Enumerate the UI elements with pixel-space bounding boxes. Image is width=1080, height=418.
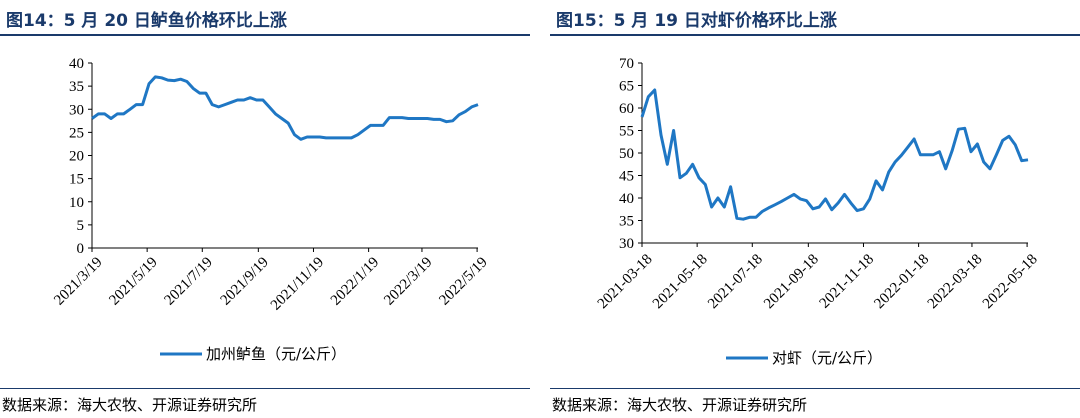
x-tick-label: 2021/9/19 xyxy=(218,254,272,308)
sea-bass-price-chart: 0 5 10 15 20 25 30 35 40 2021/3/19 2021/5/19 2021/7… xyxy=(51,56,490,363)
y-tick-label: 50 xyxy=(619,146,634,162)
source-divider xyxy=(0,388,530,389)
chart-panel-shrimp: 图15：5 月 19 日对虾价格环比上涨 30 35 40 45 50 55 60 65 70 2… xyxy=(550,0,1080,418)
title-divider xyxy=(0,34,530,36)
chart-panel-sea-bass: 图14：5 月 20 日鲈鱼价格环比上涨 0 5 10 15 20 25 30 35 40 202… xyxy=(0,0,530,418)
x-tick-label: 2021/5/19 xyxy=(106,254,160,308)
legend-label: 加州鲈鱼（元/公斤） xyxy=(206,345,346,363)
chart-title: 图15：5 月 19 日对虾价格环比上涨 xyxy=(556,11,837,31)
source-divider xyxy=(550,388,1080,389)
y-tick-label: 10 xyxy=(69,195,84,211)
x-tick-label: 2021/7/19 xyxy=(162,254,216,308)
title-divider xyxy=(550,34,1080,36)
chart-source-note: 数据来源：海大农牧、开源证券研究所 xyxy=(2,396,258,414)
y-tick-label: 30 xyxy=(69,102,84,118)
series-line xyxy=(91,75,479,141)
y-tick-label: 40 xyxy=(69,56,84,72)
x-tick-label: 2021-07-18 xyxy=(705,251,766,312)
y-tick-label: 30 xyxy=(619,236,634,252)
x-tick-label: 2021-05-18 xyxy=(650,251,711,312)
y-tick-label: 70 xyxy=(619,56,634,72)
x-tick-label: 2022/5/19 xyxy=(436,254,490,308)
x-tick-label: 2022/3/19 xyxy=(381,254,435,308)
x-tick-label: 2022-01-18 xyxy=(871,251,932,312)
y-tick-label: 55 xyxy=(619,124,634,140)
legend-label: 对虾（元/公斤） xyxy=(772,349,882,367)
x-tick-label: 2022-05-18 xyxy=(980,251,1041,312)
series-line xyxy=(640,88,1029,221)
chart-source-note: 数据来源：海大农牧、开源证券研究所 xyxy=(552,396,808,414)
y-tick-label: 35 xyxy=(619,214,634,230)
y-tick-label: 35 xyxy=(69,79,84,95)
x-tick-label: 2022/1/19 xyxy=(328,254,382,308)
y-tick-label: 0 xyxy=(77,241,85,257)
y-tick-label: 5 xyxy=(77,218,85,234)
x-tick-label: 2022-03-18 xyxy=(925,251,986,312)
y-tick-label: 20 xyxy=(69,149,84,165)
x-tick-label: 2021/11/19 xyxy=(268,254,327,313)
x-tick-label: 2021-09-18 xyxy=(761,251,822,312)
shrimp-price-chart: 3035404550556065702021-03-182021-05-1820… xyxy=(595,56,1041,367)
x-tick-label: 2021-03-18 xyxy=(595,251,656,312)
y-tick-label: 40 xyxy=(619,191,634,207)
y-tick-label: 60 xyxy=(619,101,634,117)
x-tick-label: 2021-11-18 xyxy=(817,251,877,311)
y-tick-label: 65 xyxy=(619,79,634,95)
x-tick-label: 2021/3/19 xyxy=(51,254,105,308)
y-tick-label: 15 xyxy=(69,172,84,188)
chart-title: 图14：5 月 20 日鲈鱼价格环比上涨 xyxy=(6,11,287,31)
y-tick-label: 45 xyxy=(619,169,634,185)
y-tick-label: 25 xyxy=(69,125,84,141)
